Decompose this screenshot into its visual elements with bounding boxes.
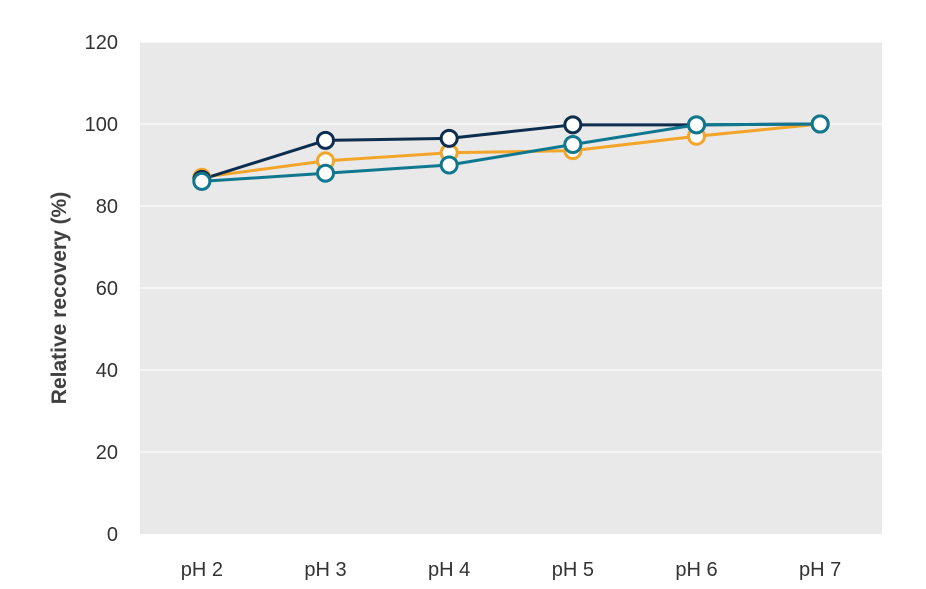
- y-tick-label: 20: [96, 442, 118, 464]
- y-axis-title: Relative recovery (%): [48, 192, 71, 404]
- y-tick-label: 0: [107, 524, 118, 546]
- y-tick-label: 100: [85, 114, 118, 136]
- series-1-line: [201, 122, 821, 179]
- series-markers: [192, 114, 830, 191]
- x-tick-label: pH 3: [304, 559, 346, 581]
- series-3-point: [687, 115, 706, 135]
- series-3-point: [192, 171, 212, 191]
- y-axis-tick-labels: 0 20 40 60 80 100 120: [85, 32, 118, 546]
- series-2-point: [316, 130, 335, 150]
- x-tick-label: pH 5: [552, 559, 594, 581]
- series-3-point: [439, 155, 459, 175]
- series-3-point: [563, 135, 583, 154]
- y-tick-label: 60: [96, 278, 118, 300]
- gridlines: [140, 41, 882, 453]
- y-tick-label: 80: [96, 196, 118, 218]
- series-2-point: [563, 115, 583, 135]
- x-tick-label: pH 7: [799, 559, 841, 581]
- y-tick-label: 40: [96, 360, 118, 382]
- x-tick-label: pH 6: [675, 559, 717, 581]
- x-tick-label: pH 4: [428, 559, 470, 581]
- series-3-line: [201, 122, 821, 183]
- series-3-point: [316, 163, 335, 183]
- series-lines: [201, 122, 821, 183]
- y-tick-label: 120: [85, 32, 118, 54]
- x-axis-tick-labels: pH 2 pH 3 pH 4 pH 5 pH 6 pH 7: [181, 559, 842, 581]
- series-2-point: [439, 128, 459, 148]
- x-tick-label: pH 2: [181, 559, 223, 581]
- series-3-point: [810, 114, 830, 134]
